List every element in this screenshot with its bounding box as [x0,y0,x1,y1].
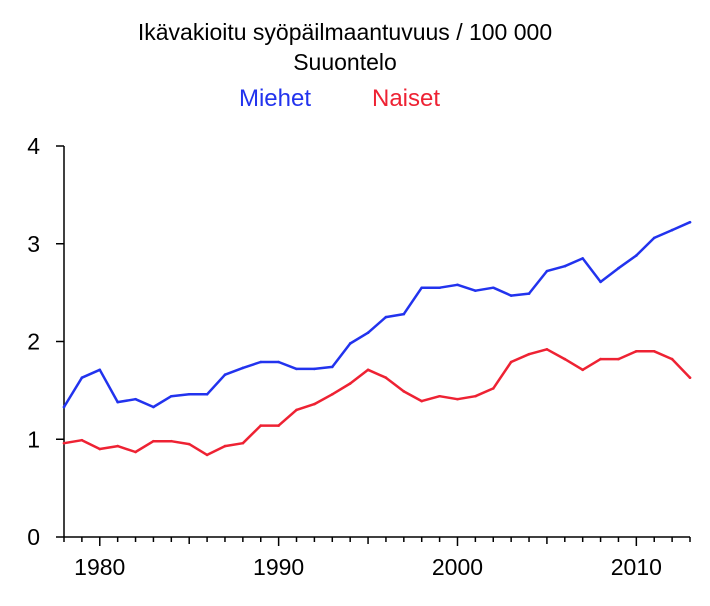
data-point [80,438,84,442]
data-point [635,254,638,257]
data-point [295,408,298,412]
data-point [420,399,424,403]
data-point [80,376,84,379]
data-point [474,289,477,292]
data-point [402,312,406,316]
data-point [688,220,692,224]
data-point [170,439,173,443]
series-line-miehet [62,220,692,409]
data-point [652,349,656,353]
data-point [581,257,584,260]
data-point [509,294,513,297]
chart-title: Ikävakioitu syöpäilmaantuvuus / 100 000 [138,19,552,45]
data-point [438,394,441,398]
x-tick-label: 2000 [432,554,483,580]
data-point [491,286,495,290]
data-point [527,352,531,356]
data-point [617,357,620,361]
data-point [527,292,531,295]
data-point [670,357,674,361]
data-point [652,236,656,240]
data-point [330,392,334,396]
data-point [581,368,584,372]
data-point [205,392,209,396]
data-point [348,342,352,345]
data-point [456,397,459,401]
data-point [402,390,406,393]
data-point [187,442,191,446]
data-point [599,280,602,284]
data-point [277,424,280,427]
series-naiset [62,348,692,457]
legend: Miehet Naiset [239,85,440,112]
x-tick-label: 2010 [611,554,662,580]
data-point [384,376,388,379]
data-point [348,382,352,385]
legend-entry-naiset: Naiset [372,85,440,112]
chart-subtitle: Suuontelo [293,49,397,75]
data-point [223,373,227,377]
data-point [688,376,692,379]
data-point [384,315,388,319]
data-point [670,228,674,232]
data-point [241,441,245,445]
data-point [474,394,477,398]
data-point [313,367,316,371]
data-point [313,402,316,406]
x-tick-label: 1980 [74,554,125,580]
data-point [563,357,567,361]
y-tick-label: 4 [27,133,40,159]
data-point [456,283,459,287]
data-point [491,387,495,390]
axes: 0 1 2 3 4 1980 1990 2000 2010 [27,133,691,580]
data-point [116,400,119,404]
series-miehet [62,220,692,409]
data-point [545,269,549,273]
x-tick-label: 1990 [253,554,304,580]
data-point [98,368,102,372]
legend-entry-miehet: Miehet [239,85,311,112]
data-point [134,397,137,401]
data-point [170,394,173,398]
data-point [545,348,549,351]
data-point [259,424,263,427]
data-point [330,365,334,369]
y-tick-label: 3 [27,231,40,257]
data-point [599,357,602,361]
data-point [116,444,119,448]
data-point [223,444,227,448]
series-line-naiset [62,348,692,457]
data-point [187,392,191,396]
data-point [420,286,424,290]
data-point [563,264,567,268]
series-group [62,220,692,457]
data-point [277,360,280,364]
data-point [366,368,370,372]
data-point [62,441,66,445]
data-point [62,405,66,409]
y-tick-label: 0 [27,524,40,550]
data-point [295,367,298,371]
data-point [617,266,620,270]
data-point [259,360,263,364]
data-point [366,331,370,335]
data-point [134,450,137,454]
data-point [509,360,513,364]
data-point [152,405,155,409]
data-point [205,453,209,457]
data-point [152,439,155,443]
data-point [438,286,441,290]
y-tick-label: 1 [27,426,40,452]
y-tick-label: 2 [27,329,40,355]
data-point [241,366,245,370]
data-point [635,349,638,353]
data-point [98,447,102,451]
